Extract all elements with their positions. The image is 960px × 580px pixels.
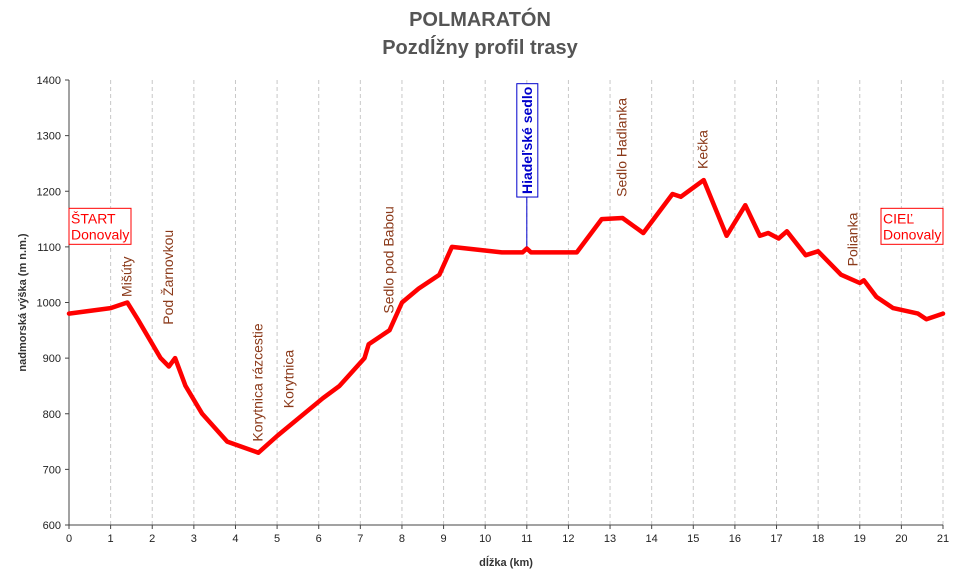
annotation-label: Korytnica: [281, 350, 297, 409]
x-tick-label: 1: [108, 533, 114, 545]
annotation-label: Sedlo Hadlanka: [614, 98, 630, 197]
annotation-label: Sedlo pod Babou: [380, 206, 396, 313]
x-tick-label: 16: [729, 533, 741, 545]
annotation-box: [880, 207, 944, 245]
annotation-box: [68, 207, 132, 245]
series-layer: [66, 177, 946, 455]
x-tick-label: 14: [646, 533, 658, 545]
y-tick-label: 900: [43, 353, 61, 365]
x-tick-label: 18: [812, 533, 824, 545]
annotation-label: Polianka: [845, 212, 861, 266]
annotation-hiadelske-sedlo: Hiadeľské sedlo: [516, 83, 539, 198]
annotation-sedlo-pod-babou: Sedlo pod Babou: [380, 206, 396, 313]
annotation-korytnica: Korytnica: [281, 350, 297, 409]
x-tick-label: 11: [521, 533, 532, 545]
chart-title: POLMARATÓN Pozdĺžny profil trasy: [0, 6, 960, 62]
annotation-label: ŠTART: [71, 210, 116, 226]
annotation-polianka: Polianka: [845, 212, 861, 266]
x-tick-label: 12: [562, 533, 574, 545]
y-tick-label: 600: [43, 520, 61, 532]
x-tick-label: 2: [149, 533, 155, 545]
annotation-pod-zarnovkou: Pod Žarnovkou: [160, 230, 176, 325]
y-tick-label: 1400: [37, 75, 61, 87]
chart-subtitle: Pozdĺžny profil trasy: [382, 37, 578, 59]
annotation-label: Hiadeľské sedlo: [519, 87, 535, 194]
x-tick-label: 10: [479, 533, 491, 545]
annotation-kecka: Kečka: [695, 130, 711, 169]
annotation-korytnica-razcestie: Korytnica rázcestie: [249, 323, 265, 441]
annotation-label: Pod Žarnovkou: [160, 230, 176, 325]
x-tick-label: 9: [441, 533, 447, 545]
x-tick-label: 20: [895, 533, 907, 545]
y-tick-label: 1300: [37, 131, 61, 143]
y-tick-label: 800: [43, 409, 61, 421]
x-tick-label: 6: [316, 533, 322, 545]
annotation-label: Korytnica rázcestie: [249, 323, 265, 441]
x-tick-label: 15: [687, 533, 699, 545]
y-tick-label: 1100: [37, 242, 61, 254]
y-tick-label: 700: [43, 464, 61, 476]
x-tick-label: 7: [357, 533, 363, 545]
annotation-label: Donovaly: [883, 226, 941, 242]
y-tick-label: 1200: [37, 186, 61, 198]
annotation-sedlo-hadlanka: Sedlo Hadlanka: [614, 98, 630, 197]
x-tick-label: 21: [937, 533, 949, 545]
x-tick-label: 5: [274, 533, 280, 545]
y-tick-label: 1000: [37, 298, 61, 310]
chart-title-main: POLMARATÓN: [409, 9, 551, 31]
annotation-misuty: Mišúty: [118, 256, 134, 296]
x-tick-label: 3: [191, 533, 197, 545]
x-tick-label: 0: [66, 533, 72, 545]
annotation-label: Donovaly: [71, 226, 129, 242]
x-tick-label: 13: [604, 533, 616, 545]
x-tick-label: 17: [770, 533, 782, 545]
elevation-series-line: [66, 177, 946, 455]
annotation-label: CIEĽ: [883, 210, 914, 226]
x-tick-label: 4: [232, 533, 238, 545]
y-axis-title: nadmorská výška (m n.m.): [17, 233, 29, 372]
annotation-label: Mišúty: [118, 256, 134, 296]
x-axis-title: dĺžka (km): [479, 555, 533, 569]
x-tick-label: 8: [399, 533, 405, 545]
annotation-label: Kečka: [695, 130, 711, 169]
x-tick-label: 19: [854, 533, 866, 545]
